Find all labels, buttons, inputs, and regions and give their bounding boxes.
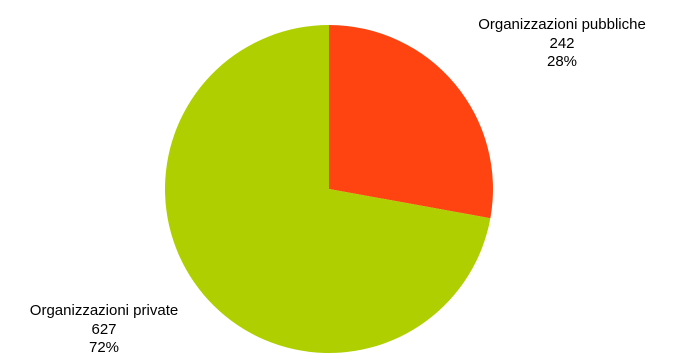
slice-label-name: Organizzazioni private [30, 302, 178, 319]
pie-slice-0 [329, 25, 493, 219]
slice-label-value: 627 [91, 321, 116, 338]
slice-label-value: 242 [549, 35, 574, 52]
pie-slices [164, 25, 493, 353]
slice-label-group-private: Organizzazioni private 627 72% [30, 302, 178, 356]
slice-label-group-pubbliche: Organizzazioni pubbliche 242 28% [478, 16, 646, 70]
slice-label-percent: 28% [547, 53, 577, 70]
slice-label-percent: 72% [89, 339, 119, 356]
pie-slice-1 [164, 25, 491, 353]
slice-label-name: Organizzazioni pubbliche [478, 16, 646, 33]
